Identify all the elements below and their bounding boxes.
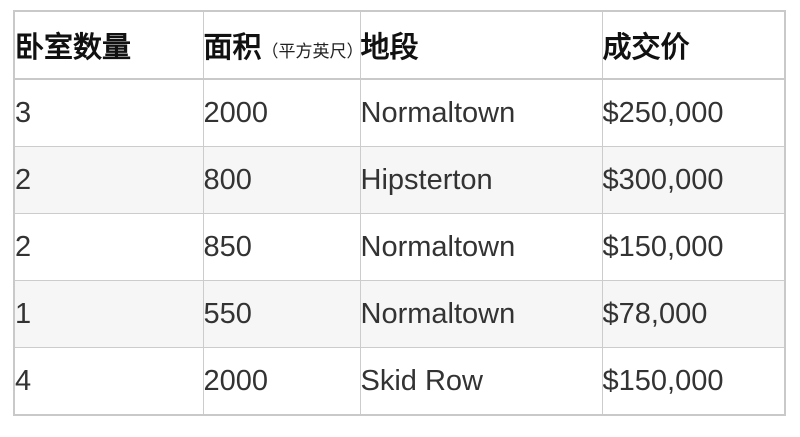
column-header-area-unit: （平方英尺） [261,42,360,61]
cell-price: $150,000 [601,213,786,281]
column-header-price: 成交价 [601,10,786,80]
cell-area: 2000 [202,78,361,147]
table-row: 4 2000 Skid Row $150,000 [13,347,786,416]
cell-bedrooms: 3 [13,78,204,147]
cell-area: 550 [202,280,361,348]
table-row: 2 850 Normaltown $150,000 [13,213,786,281]
cell-neighborhood: Hipsterton [359,146,603,214]
column-header-bedrooms-label: 卧室数量 [15,32,132,64]
cell-neighborhood: Normaltown [359,78,603,147]
column-header-neighborhood-label: 地段 [360,32,419,64]
cell-neighborhood: Normaltown [359,213,603,281]
cell-area: 850 [202,213,361,281]
house-prices-table: 卧室数量 面积（平方英尺） 地段 成交价 3 2000 [13,10,786,416]
cell-neighborhood: Normaltown [359,280,603,348]
table-row: 2 800 Hipsterton $300,000 [13,146,786,214]
table-row: 1 550 Normaltown $78,000 [13,280,786,348]
cell-price: $150,000 [601,347,786,416]
table-header: 卧室数量 面积（平方英尺） 地段 成交价 [13,10,786,80]
column-header-price-label: 成交价 [602,32,690,64]
table-container: 卧室数量 面积（平方英尺） 地段 成交价 3 2000 [13,10,786,416]
cell-price: $78,000 [601,280,786,348]
cell-area: 800 [202,146,361,214]
cell-bedrooms: 2 [13,146,204,214]
cell-bedrooms: 4 [13,347,204,416]
column-header-neighborhood: 地段 [359,10,603,80]
cell-bedrooms: 1 [13,280,204,348]
cell-neighborhood: Skid Row [359,347,603,416]
column-header-bedrooms: 卧室数量 [13,10,204,80]
table-body: 3 2000 Normaltown $250,000 2 800 Hipster… [13,78,786,416]
cell-area: 2000 [202,347,361,416]
header-row: 卧室数量 面积（平方英尺） 地段 成交价 [13,10,786,80]
cell-price: $250,000 [601,78,786,147]
cell-bedrooms: 2 [13,213,204,281]
column-header-area-label: 面积 [203,32,262,64]
cell-price: $300,000 [601,146,786,214]
table-row: 3 2000 Normaltown $250,000 [13,78,786,147]
column-header-area: 面积（平方英尺） [202,10,361,80]
